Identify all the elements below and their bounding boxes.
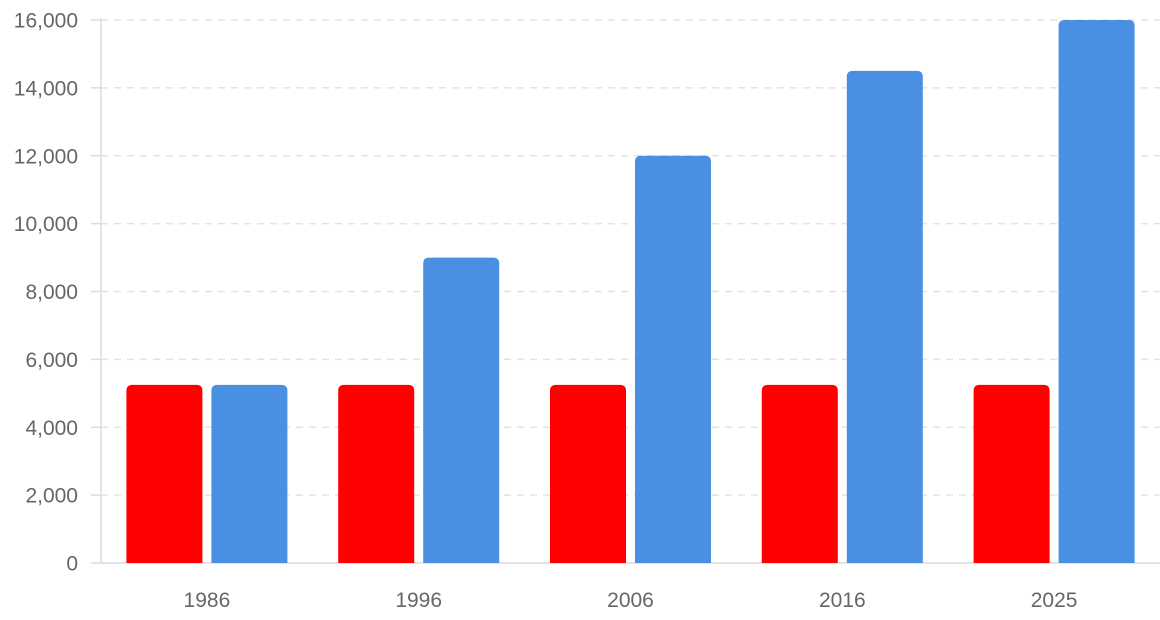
y-tick-label: 4,000 bbox=[25, 417, 78, 440]
bar-1986-series-2 bbox=[211, 384, 288, 563]
bar-2025-series-2 bbox=[1058, 20, 1135, 563]
y-tick-label: 12,000 bbox=[14, 145, 78, 168]
y-tick-label: 2,000 bbox=[25, 485, 78, 508]
bar-2016-series-2 bbox=[846, 70, 923, 563]
x-tick-label: 2006 bbox=[607, 589, 654, 612]
bar-2006-series-2 bbox=[635, 155, 711, 563]
bar-2025-series-1 bbox=[973, 384, 1050, 563]
x-tick-label: 1996 bbox=[395, 589, 442, 612]
y-tick-label: 6,000 bbox=[25, 349, 78, 372]
y-tick-label: 16,000 bbox=[14, 10, 78, 33]
bar-1996-series-2 bbox=[423, 257, 500, 563]
x-tick-label: 2016 bbox=[819, 589, 866, 612]
y-tick-label: 8,000 bbox=[25, 281, 78, 304]
x-tick-label: 1986 bbox=[184, 589, 231, 612]
y-tick-label: 14,000 bbox=[14, 77, 78, 100]
y-tick-label: 0 bbox=[66, 553, 78, 576]
tick-labels: 0 2,000 4,000 6,000 8,000 10,000 12,000 14,000 1… bbox=[14, 10, 1078, 613]
x-tick-label: 2025 bbox=[1031, 589, 1078, 612]
bar-2006-series-1 bbox=[550, 384, 626, 563]
y-tick-label: 10,000 bbox=[14, 213, 78, 236]
bar-1986-series-1 bbox=[126, 384, 203, 563]
bar-2016-series-1 bbox=[761, 384, 838, 563]
bars bbox=[126, 20, 1135, 563]
bar-1996-series-1 bbox=[338, 384, 415, 563]
